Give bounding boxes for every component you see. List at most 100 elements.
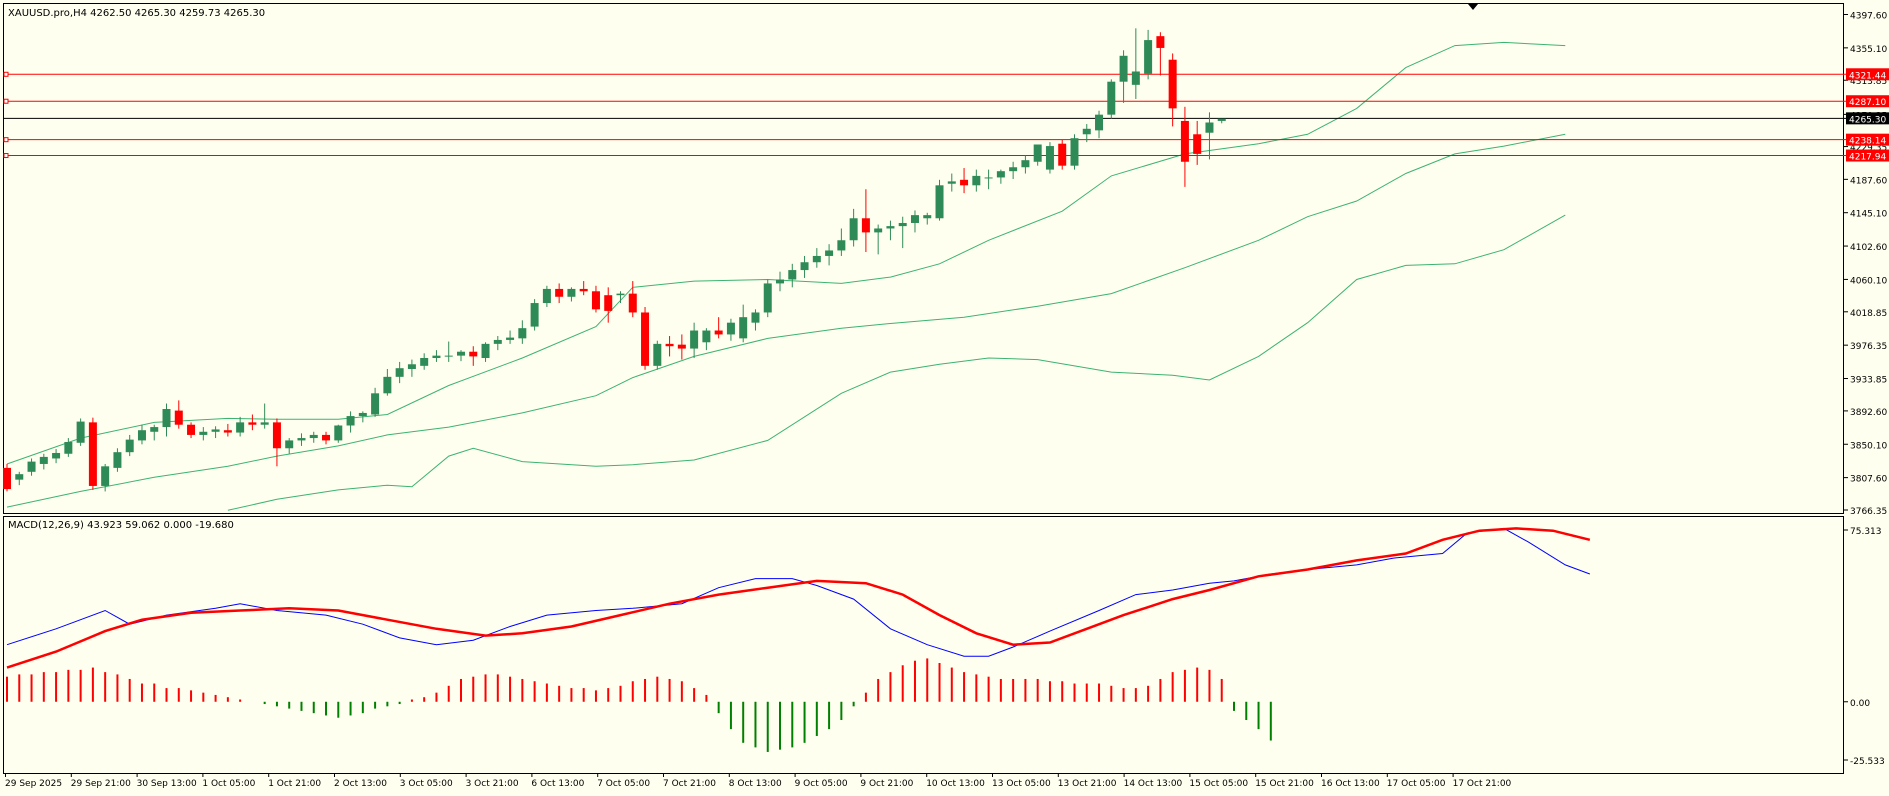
candle-bull-body [518,328,527,339]
horizontal-line-handle [3,71,9,77]
candle-bull-body [1095,114,1104,131]
candle-bull-body [297,438,306,441]
candle-bull-body [935,185,944,219]
candle-bull-body [444,355,453,357]
candle-bull-body [456,351,465,356]
candle-bull-body [837,240,846,251]
bollinger-upper-line [6,41,1566,465]
candle-bear-body [714,330,723,335]
candle-bear-body [469,351,478,357]
candle-bull-body [101,466,110,486]
candle-bull-body [1131,71,1140,85]
candle-bull-body [947,181,956,184]
candle-bear-body [174,410,183,425]
price-tick-label: 4355.10 [1850,45,1887,55]
bollinger-lower-line [227,214,1566,511]
candle-bear-body [223,430,232,433]
candle-bull-body [726,322,735,335]
time-tick-label: 29 Sep 2025 [5,779,62,789]
price-label-text: 4217.94 [1849,153,1886,163]
price-tick-label: 4145.10 [1850,210,1887,220]
candle-bull-body [812,255,821,263]
candle-bull-body [898,222,907,227]
candle-bull-body [702,330,711,343]
candle-bull-body [383,376,392,394]
horizontal-line-handle [3,153,9,159]
time-axis: 29 Sep 2025 29 Sep 21:00 30 Sep 13:00 1 Oct… [5,773,1512,789]
time-tick-label: 7 Oct 05:00 [597,779,650,789]
candle-bull-body [113,452,122,468]
candle-bull-body [530,303,539,327]
horizontal-line-handle [3,137,9,143]
candle-bear-body [960,179,969,186]
price-axis: 4397.604355.104313.854270.354229.354187.… [1844,12,1889,767]
candle-bull-body [996,171,1005,178]
time-tick-label: 15 Oct 21:00 [1255,779,1314,789]
time-tick-label: 1 Oct 21:00 [268,779,321,789]
candle-bull-body [1107,81,1116,115]
candle-bear-body [272,422,281,449]
candle-bull-body [788,270,797,280]
candle-bull-body [15,474,24,480]
candle-bull-body [1082,128,1091,135]
candle-bear-body [677,344,686,349]
macd-label: MACD(12,26,9) 43.923 59.062 0.000 -19.68… [8,520,234,531]
candle-bear-body [88,422,97,486]
candle-bull-body [76,421,85,443]
price-tick-label: 3892.60 [1850,408,1887,418]
candle-bull-body [751,312,760,323]
candle-bull-body [763,283,772,313]
candle-bull-body [420,357,429,366]
candle-bull-body [910,215,919,223]
time-tick-label: 8 Oct 13:00 [729,779,782,789]
candle-bear-body [1168,59,1177,109]
candle-bear-body [322,434,331,441]
candle-bull-body [739,317,748,339]
candle-bull-body [1021,160,1030,168]
price-label-box [1846,149,1889,162]
candle-bear-body [604,295,613,311]
price-tick-label: 4397.60 [1850,12,1887,22]
candle-bull-body [542,288,551,304]
time-tick-label: 14 Oct 13:00 [1124,779,1183,789]
time-tick-label: 9 Oct 05:00 [795,779,848,789]
time-tick-label: 2 Oct 13:00 [334,779,387,789]
price-tick-label: 3807.60 [1850,475,1887,485]
candle-bear-body [641,312,650,366]
candle-bull-body [150,427,159,432]
candle-bull-body [199,431,208,435]
chart-shift-marker[interactable] [1468,4,1478,10]
candle-bull-body [346,416,355,426]
horizontal-lines[interactable] [3,71,1846,159]
candle-bull-body [358,412,367,417]
time-tick-label: 3 Oct 21:00 [466,779,519,789]
candle-bull-body [39,456,48,464]
candle-bull-body [395,368,404,377]
price-tick-label: 4229.35 [1850,144,1887,154]
candle-bear-body [1193,134,1202,154]
time-tick-label: 9 Oct 21:00 [860,779,913,789]
macd-lines [6,527,1591,669]
time-tick-label: 30 Sep 13:00 [137,779,197,789]
candle-bull-body [236,422,245,433]
candle-bull-body [567,288,576,297]
macd-tick-label: 75.313 [1850,527,1882,537]
macd-tick-label: 0.00 [1850,699,1870,709]
candle-bull-body [1070,138,1079,166]
candle-bear-body [3,467,11,490]
candle-bull-body [407,364,416,369]
time-tick-label: 13 Oct 21:00 [1058,779,1117,789]
price-tick-label: 3976.35 [1850,342,1887,352]
candle-bull-body [1144,40,1153,74]
time-tick-label: 17 Oct 21:00 [1453,779,1512,789]
time-tick-label: 29 Sep 21:00 [71,779,131,789]
candle-bear-body [579,288,588,292]
candle-bull-body [125,439,134,453]
macd-tick-label: -25.533 [1850,757,1885,767]
candle-bull-body [616,293,625,296]
candle-bull-body [1009,167,1018,172]
price-tick-label: 4018.85 [1850,309,1887,319]
time-tick-label: 17 Oct 05:00 [1387,779,1446,789]
price-tick-label: 4313.85 [1850,77,1887,87]
